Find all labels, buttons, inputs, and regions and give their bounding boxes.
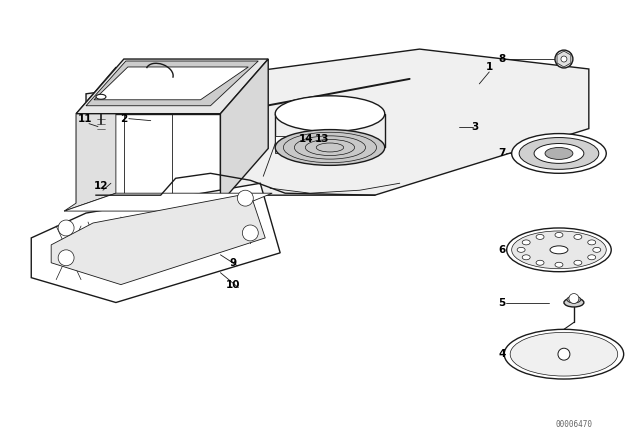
- Ellipse shape: [534, 143, 584, 164]
- Polygon shape: [291, 138, 300, 151]
- Polygon shape: [220, 59, 268, 203]
- Text: 11: 11: [78, 114, 92, 124]
- Text: 13: 13: [315, 134, 329, 143]
- Polygon shape: [64, 193, 272, 211]
- Polygon shape: [76, 59, 268, 114]
- Ellipse shape: [96, 95, 106, 99]
- Circle shape: [558, 348, 570, 360]
- Circle shape: [58, 220, 74, 236]
- Ellipse shape: [511, 134, 606, 173]
- Ellipse shape: [507, 228, 611, 271]
- Circle shape: [237, 190, 253, 206]
- Text: 7: 7: [499, 148, 506, 159]
- Ellipse shape: [522, 240, 530, 245]
- Ellipse shape: [588, 255, 596, 260]
- Text: 3: 3: [472, 121, 479, 132]
- Ellipse shape: [275, 96, 385, 132]
- Ellipse shape: [567, 296, 581, 303]
- Circle shape: [243, 225, 259, 241]
- Ellipse shape: [574, 234, 582, 239]
- Ellipse shape: [588, 240, 596, 245]
- Polygon shape: [275, 136, 285, 154]
- Circle shape: [561, 56, 567, 62]
- Ellipse shape: [564, 298, 584, 307]
- Ellipse shape: [510, 332, 618, 376]
- Polygon shape: [31, 183, 280, 302]
- Ellipse shape: [522, 255, 530, 260]
- Ellipse shape: [511, 231, 606, 269]
- Text: 2: 2: [120, 114, 127, 124]
- Ellipse shape: [593, 247, 601, 252]
- Ellipse shape: [574, 260, 582, 265]
- Circle shape: [569, 293, 579, 303]
- Text: 00006470: 00006470: [556, 420, 593, 429]
- Polygon shape: [64, 67, 116, 211]
- Text: 12: 12: [93, 181, 108, 191]
- Ellipse shape: [555, 233, 563, 237]
- Circle shape: [58, 250, 74, 266]
- Ellipse shape: [517, 247, 525, 252]
- Polygon shape: [51, 193, 265, 284]
- Ellipse shape: [550, 246, 568, 254]
- Ellipse shape: [536, 234, 544, 239]
- Circle shape: [555, 50, 573, 68]
- Text: 8: 8: [499, 54, 506, 64]
- Text: 14: 14: [299, 134, 314, 143]
- Ellipse shape: [536, 260, 544, 265]
- Polygon shape: [86, 49, 589, 195]
- Ellipse shape: [519, 138, 599, 169]
- Polygon shape: [76, 114, 220, 203]
- Ellipse shape: [504, 329, 623, 379]
- Ellipse shape: [275, 129, 385, 165]
- Text: 1: 1: [486, 62, 493, 72]
- Ellipse shape: [545, 147, 573, 159]
- Text: 10: 10: [226, 280, 241, 289]
- Text: 6: 6: [499, 245, 506, 255]
- Text: 4: 4: [499, 349, 506, 359]
- Text: 5: 5: [499, 297, 506, 307]
- Text: 9: 9: [230, 258, 237, 268]
- Ellipse shape: [555, 262, 563, 267]
- Polygon shape: [94, 67, 248, 100]
- Polygon shape: [86, 61, 259, 106]
